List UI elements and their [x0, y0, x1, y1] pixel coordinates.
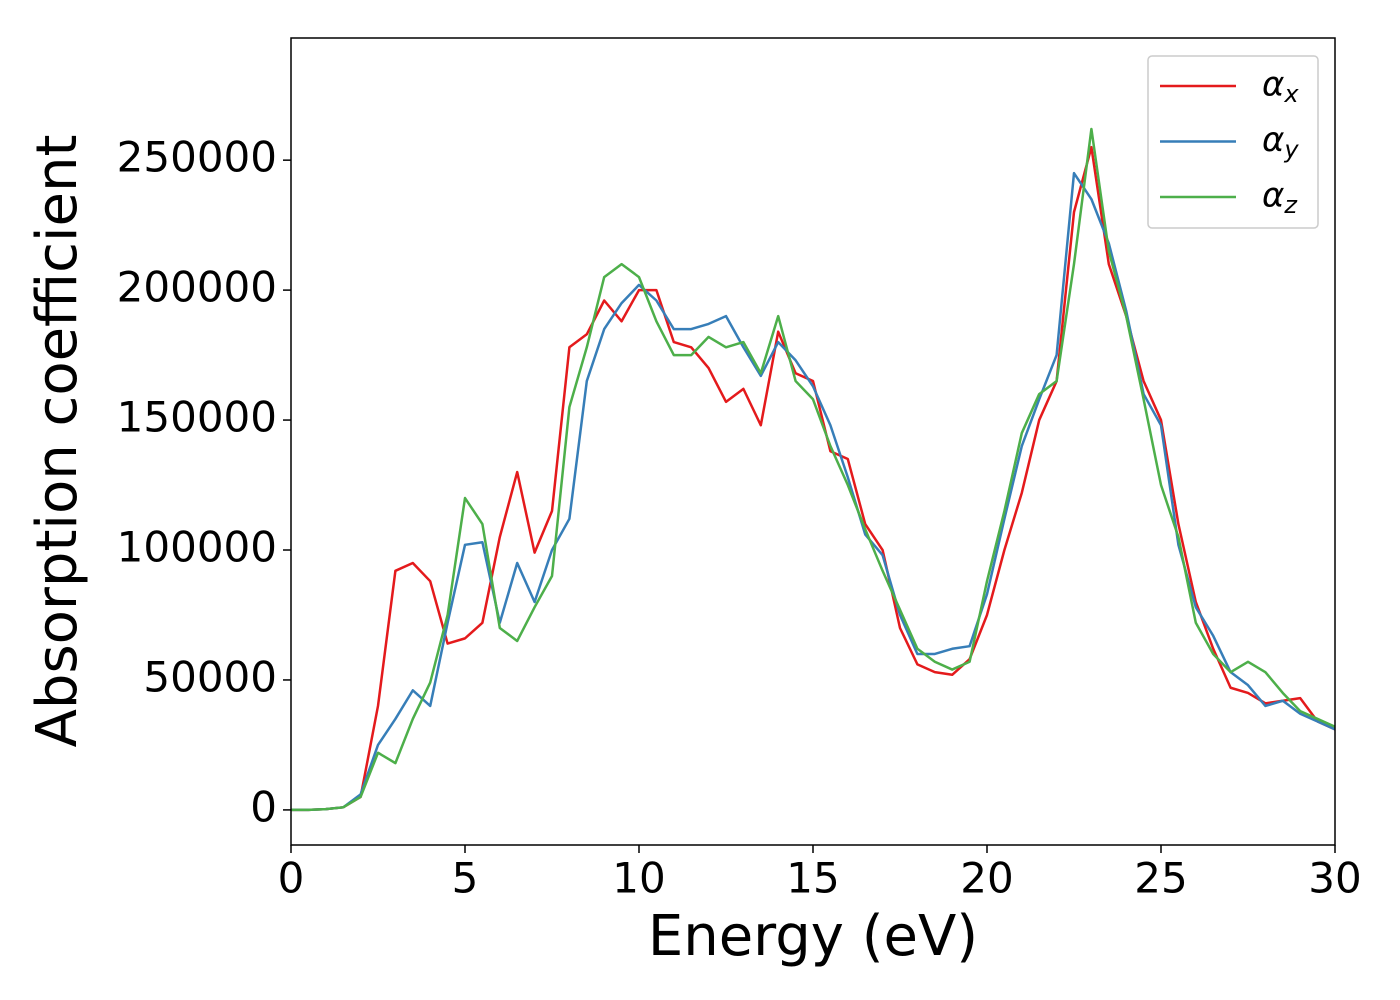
data-line — [291, 127, 1335, 812]
y-tick-label: 50000 — [143, 652, 277, 701]
x-tick-label: 10 — [612, 854, 665, 903]
y-tick-label: 250000 — [117, 133, 277, 182]
plot-frame — [290, 37, 1336, 846]
y-tick-label: 100000 — [117, 523, 277, 572]
x-tick-label: 20 — [960, 854, 1013, 903]
legend-label: αz — [1262, 176, 1298, 220]
x-tick-label: 25 — [1134, 854, 1187, 903]
x-tick-label: 15 — [786, 854, 839, 903]
data-line — [291, 145, 1335, 812]
y-tick-label: 200000 — [117, 263, 277, 312]
y-axis-label: Absorption coefficient — [25, 135, 90, 748]
x-tick-label: 5 — [452, 854, 479, 903]
x-tick-label: 0 — [278, 854, 305, 903]
data-line — [291, 171, 1335, 812]
x-tick-label: 30 — [1308, 854, 1361, 903]
y-tick-label: 0 — [250, 782, 277, 831]
x-axis-label: Energy (eV) — [648, 904, 978, 969]
y-tick-label: 150000 — [117, 393, 277, 442]
